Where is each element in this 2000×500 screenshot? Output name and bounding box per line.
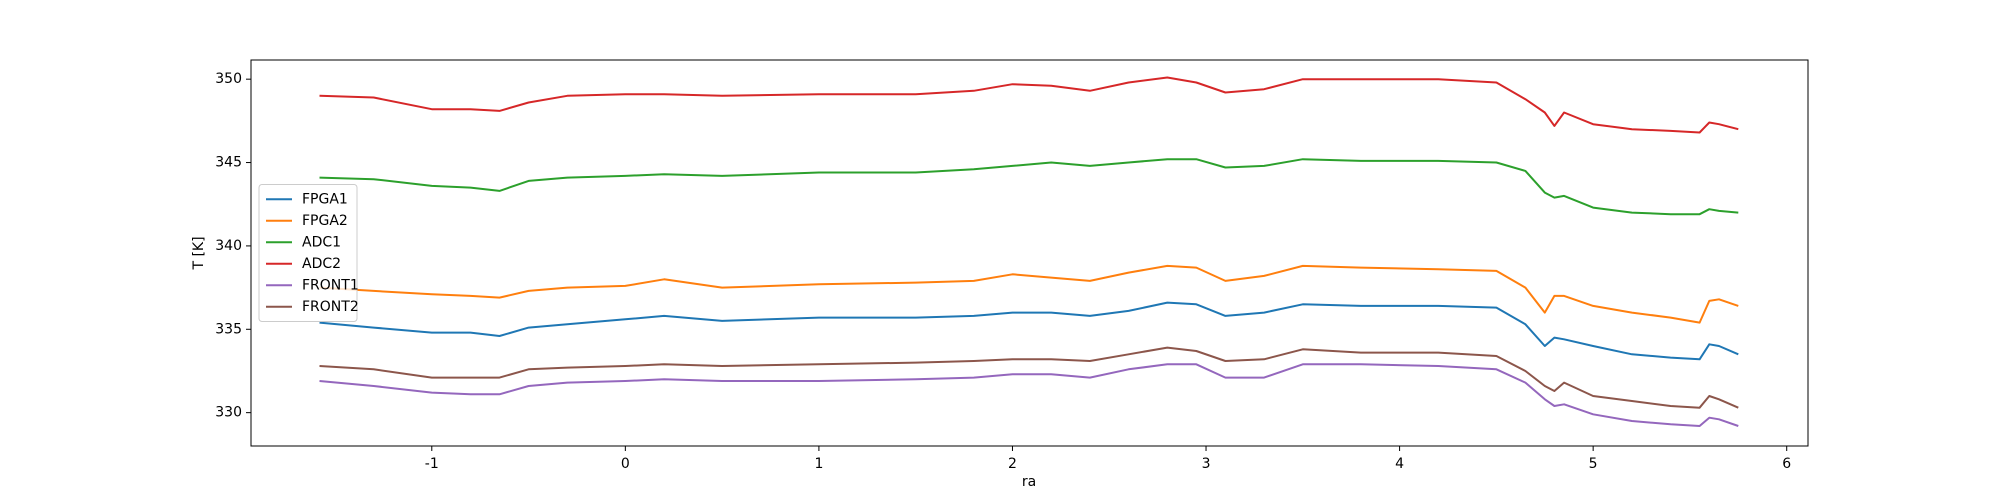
series-line <box>319 158 1739 216</box>
x-axis-label: ra <box>1022 474 1036 490</box>
legend-label: FPGA2 <box>302 213 348 229</box>
plot-frame <box>250 59 1809 447</box>
series-line <box>319 264 1739 324</box>
legend-label: FRONT2 <box>302 299 359 315</box>
x-tick-label: 6 <box>1782 456 1791 472</box>
legend-box <box>258 184 358 322</box>
x-tick-label: 0 <box>621 456 630 472</box>
y-tick-label: 350 <box>215 71 242 87</box>
series-line <box>319 76 1739 134</box>
x-tick-label: 5 <box>1589 456 1598 472</box>
x-tick-label: 2 <box>1008 456 1017 472</box>
legend-label: FRONT1 <box>302 277 359 293</box>
y-axis-label: T [K] <box>191 236 207 270</box>
y-tick-label: 340 <box>215 238 242 254</box>
legend-label: ADC2 <box>302 256 341 272</box>
x-tick-label: 1 <box>814 456 823 472</box>
legend-label: FPGA1 <box>302 191 348 207</box>
y-tick-label: 335 <box>215 321 242 337</box>
series-line <box>319 346 1739 409</box>
series-line <box>319 301 1739 361</box>
x-tick-label: 3 <box>1202 456 1211 472</box>
x-tick-label: -1 <box>425 456 439 472</box>
y-tick-label: 345 <box>215 155 242 171</box>
x-tick-label: 4 <box>1395 456 1404 472</box>
legend-label: ADC1 <box>302 234 341 250</box>
series-line <box>319 363 1739 427</box>
y-tick-label: 330 <box>215 405 242 421</box>
